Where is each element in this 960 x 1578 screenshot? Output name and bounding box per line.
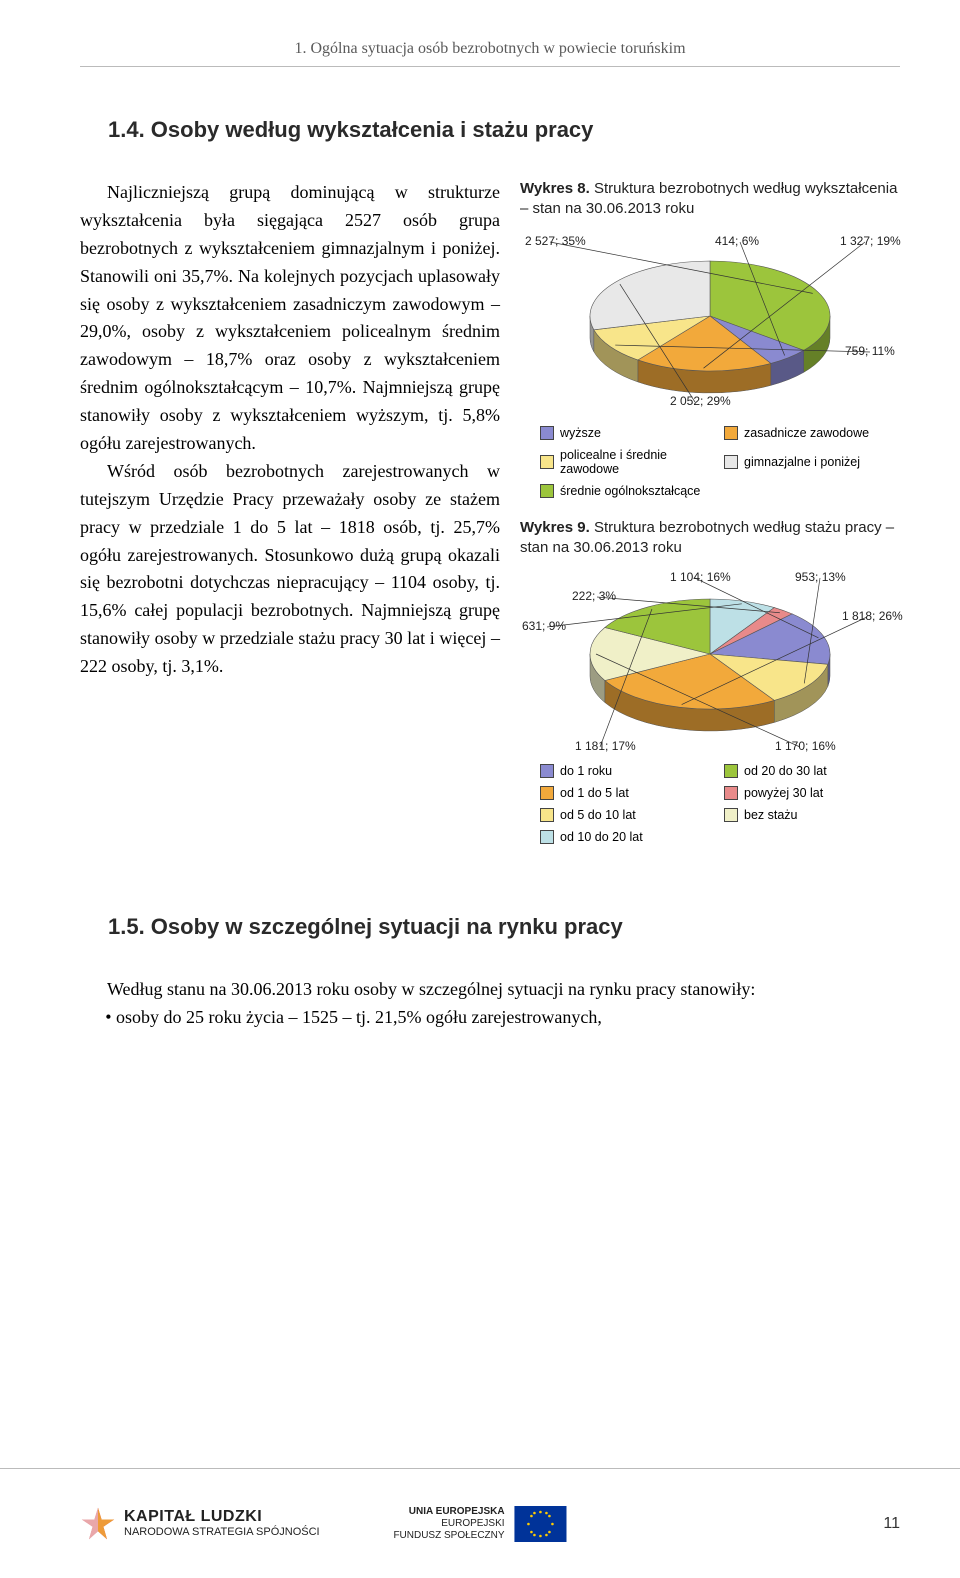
eu-flag-icon — [515, 1506, 567, 1542]
wykres9-title-bold: Wykres 9. — [520, 519, 590, 536]
legend-swatch-icon — [540, 830, 554, 844]
legend-swatch-icon — [724, 786, 738, 800]
legend-label: policealne i średnie zawodowe — [560, 448, 716, 476]
pie-slice-label: 1 181; 17% — [575, 739, 636, 753]
section-1-5-title: 1.5. Osoby w szczególnej sytuacji na ryn… — [108, 914, 900, 940]
footer-eu-logo: UNIA EUROPEJSKA EUROPEJSKI FUNDUSZ SPOŁE… — [393, 1506, 566, 1542]
legend-swatch-icon — [724, 455, 738, 469]
kapital-ludzki-label: KAPITAŁ LUDZKI — [124, 1508, 320, 1526]
wykres9-pie: 631; 9% 222; 3% 1 104; 16% 953; 13% 1 818; 2… — [520, 564, 900, 754]
legend-swatch-icon — [540, 426, 554, 440]
legend-item: gimnazjalne i poniżej — [724, 448, 900, 476]
pie-slice-label: 2 052; 29% — [670, 394, 731, 408]
legend-item: policealne i średnie zawodowe — [540, 448, 716, 476]
legend-swatch-icon — [724, 764, 738, 778]
pie-slice-label: 2 527; 35% — [525, 234, 586, 248]
wykres8-legend: wyższe zasadnicze zawodowe policealne i śr… — [540, 426, 900, 498]
section-1-5-intro: Według stanu na 30.06.2013 roku osoby w … — [80, 976, 900, 1004]
chapter-header: 1. Ogólna sytuacja osób bezrobotnych w p… — [80, 40, 900, 67]
legend-label: powyżej 30 lat — [744, 786, 823, 800]
legend-item: od 1 do 5 lat — [540, 786, 716, 800]
legend-item: od 10 do 20 lat — [540, 830, 716, 844]
section-1-4-title: 1.4. Osoby według wykształcenia i stażu … — [108, 117, 900, 143]
pie-slice-label: 953; 13% — [795, 570, 846, 584]
legend-swatch-icon — [724, 808, 738, 822]
kapital-ludzki-sublabel: NARODOWA STRATEGIA SPÓJNOŚCI — [124, 1526, 320, 1539]
legend-label: średnie ogólnokształcące — [560, 484, 700, 498]
legend-label: bez stażu — [744, 808, 798, 822]
legend-label: zasadnicze zawodowe — [744, 426, 869, 440]
wykres9-title: Wykres 9. Struktura bezrobotnych według … — [520, 518, 900, 559]
legend-swatch-icon — [540, 764, 554, 778]
legend-swatch-icon — [540, 455, 554, 469]
legend-swatch-icon — [540, 484, 554, 498]
legend-swatch-icon — [540, 808, 554, 822]
wykres9-legend: do 1 roku od 20 do 30 lat od 1 do 5 lat pow… — [540, 764, 900, 844]
page-footer: KAPITAŁ LUDZKI NARODOWA STRATEGIA SPÓJNO… — [0, 1468, 960, 1578]
page-number: 11 — [883, 1515, 900, 1533]
legend-label: od 5 do 10 lat — [560, 808, 636, 822]
pie-slice-label: 1 327; 19% — [840, 234, 901, 248]
legend-label: od 20 do 30 lat — [744, 764, 827, 778]
legend-label: do 1 roku — [560, 764, 612, 778]
pie-slice-label: 631; 9% — [522, 619, 566, 633]
paragraph-1: Najliczniejszą grupą dominującą w strukt… — [80, 179, 500, 458]
legend-swatch-icon — [540, 786, 554, 800]
footer-logo-kapital-ludzki: KAPITAŁ LUDZKI NARODOWA STRATEGIA SPÓJNO… — [80, 1506, 320, 1542]
eu-label-2: EUROPEJSKI — [393, 1518, 504, 1530]
pie-slice-label: 1 104; 16% — [670, 570, 731, 584]
pie-slice-label: 414; 6% — [715, 234, 759, 248]
charts-column: Wykres 8. Struktura bezrobotnych według … — [520, 179, 900, 864]
legend-item: powyżej 30 lat — [724, 786, 900, 800]
pie-slice-label: 759; 11% — [845, 344, 895, 358]
legend-label: od 1 do 5 lat — [560, 786, 629, 800]
legend-swatch-icon — [724, 426, 738, 440]
legend-item: od 20 do 30 lat — [724, 764, 900, 778]
eu-label-3: FUNDUSZ SPOŁECZNY — [393, 1530, 504, 1542]
legend-item: od 5 do 10 lat — [540, 808, 716, 822]
pie-slice-label: 1 170; 16% — [775, 739, 836, 753]
two-column-layout: Najliczniejszą grupą dominującą w strukt… — [80, 179, 900, 864]
legend-item: do 1 roku — [540, 764, 716, 778]
wykres8-title: Wykres 8. Struktura bezrobotnych według … — [520, 179, 900, 220]
pie-slice-label: 1 818; 26% — [842, 609, 903, 623]
wykres8-title-bold: Wykres 8. — [520, 180, 590, 197]
kapital-ludzki-star-icon — [80, 1506, 116, 1542]
wykres8-pie: 2 527; 35% 414; 6% 1 327; 19% 759; 11% 2 052… — [520, 226, 900, 416]
section-1-5-bullet-1: • osoby do 25 roku życia – 1525 – tj. 21… — [123, 1004, 900, 1032]
legend-label: od 10 do 20 lat — [560, 830, 643, 844]
eu-label-1: UNIA EUROPEJSKA — [393, 1506, 504, 1518]
paragraph-2: Wśród osób bezrobotnych zarejestrowanych… — [80, 458, 500, 681]
legend-item: średnie ogólnokształcące — [540, 484, 716, 498]
legend-label: wyższe — [560, 426, 601, 440]
legend-item: bez stażu — [724, 808, 900, 822]
legend-label: gimnazjalne i poniżej — [744, 455, 860, 469]
pie-slice-label: 222; 3% — [572, 589, 616, 603]
legend-item: wyższe — [540, 426, 716, 440]
body-text-column: Najliczniejszą grupą dominującą w strukt… — [80, 179, 500, 864]
legend-item: zasadnicze zawodowe — [724, 426, 900, 440]
